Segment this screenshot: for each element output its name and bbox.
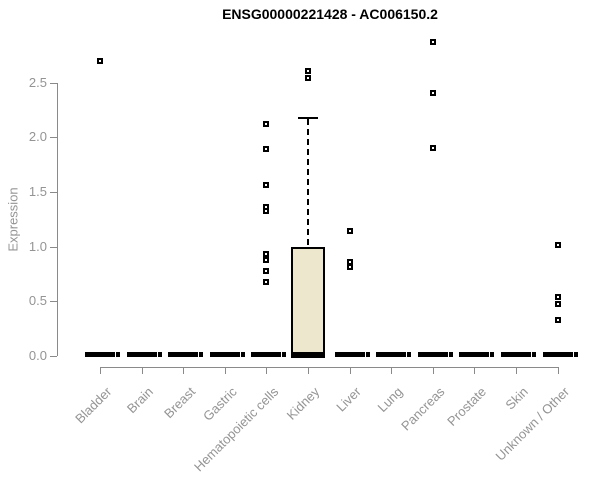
zero-box-bar	[126, 352, 157, 357]
outlier-point	[263, 251, 270, 258]
x-category-label: Pancreas	[397, 384, 448, 434]
zero-box-cap	[199, 352, 204, 357]
x-category-label: Breast	[160, 384, 198, 422]
x-axis-tick	[308, 367, 309, 374]
outlier-point	[554, 293, 561, 300]
zero-box-cap	[365, 352, 370, 357]
x-category-label: Prostate	[444, 384, 490, 429]
y-axis-tick	[50, 82, 57, 84]
outlier-point	[429, 145, 436, 152]
zero-box-bar	[85, 352, 115, 357]
outlier-point	[429, 89, 436, 96]
zero-box-cap	[490, 352, 495, 357]
zero-box-bar	[459, 352, 490, 357]
outlier-point	[263, 207, 270, 214]
zero-box-cap	[116, 352, 120, 357]
y-tick-label: 1.0	[28, 238, 47, 254]
zero-box-cap	[448, 352, 453, 357]
zero-box-bar	[376, 352, 407, 357]
chart-title: ENSG00000221428 - AC006150.2	[222, 6, 438, 22]
y-tick-label: 2.0	[28, 129, 47, 145]
outlier-point	[305, 67, 311, 74]
x-category-label: Gastric	[199, 384, 240, 424]
median-line	[291, 352, 325, 357]
x-axis-tick	[391, 367, 393, 374]
zero-box-cap	[573, 352, 578, 357]
y-axis-tick	[50, 137, 57, 139]
x-category-label: Skin	[502, 384, 531, 413]
x-axis-tick	[432, 367, 434, 374]
outlier-point	[263, 146, 270, 153]
zero-box-bar	[251, 352, 282, 357]
zero-box-bar	[334, 352, 365, 357]
outlier-point	[263, 182, 270, 189]
x-axis-tick	[141, 367, 143, 374]
whisker-cap	[298, 116, 318, 119]
box-body	[291, 246, 325, 358]
x-category-label: Bladder	[72, 384, 115, 427]
y-tick-label: 1.5	[28, 184, 47, 200]
zero-box-cap	[240, 352, 245, 357]
outlier-point	[554, 316, 561, 323]
outlier-point	[263, 278, 270, 285]
outlier-point	[554, 241, 561, 248]
x-category-label: Brain	[124, 384, 157, 417]
y-tick-label: 0.5	[28, 293, 47, 309]
y-axis-tick	[50, 356, 57, 357]
x-axis-line	[100, 367, 558, 368]
x-axis-tick	[100, 367, 101, 374]
y-tick-label: 2.5	[28, 74, 47, 90]
x-axis-tick	[474, 367, 476, 374]
zero-box-bar	[501, 352, 531, 357]
zero-box-cap	[532, 352, 536, 357]
x-axis-tick	[349, 367, 351, 374]
outlier-point	[429, 39, 436, 46]
outlier-point	[263, 256, 270, 263]
y-tick-label: 0.0	[28, 348, 47, 363]
zero-box-cap	[157, 352, 162, 357]
zero-box-bar	[417, 352, 448, 357]
outlier-point	[97, 57, 103, 64]
zero-box-cap	[282, 352, 287, 357]
outlier-point	[346, 228, 353, 235]
outlier-point	[263, 121, 270, 128]
zero-box-bar	[542, 352, 573, 357]
y-axis-tick	[50, 192, 57, 194]
x-category-label: Unknown / Other	[492, 384, 573, 464]
outlier-point	[263, 267, 270, 274]
x-axis-tick	[266, 367, 268, 374]
y-axis-tick	[50, 301, 57, 303]
y-axis-label: Expression	[5, 187, 21, 252]
x-axis-tick	[516, 367, 517, 374]
outlier-point	[346, 259, 353, 265]
outlier-point	[346, 264, 353, 271]
whisker-line	[307, 118, 309, 245]
zero-box-bar	[209, 352, 240, 357]
x-category-label: Lung	[374, 384, 406, 416]
y-axis-line	[57, 82, 58, 356]
outlier-point	[305, 75, 311, 82]
x-axis-tick	[183, 367, 185, 374]
x-category-label: Liver	[333, 384, 365, 415]
x-axis-tick	[557, 367, 559, 374]
outlier-point	[554, 300, 561, 307]
x-category-label: Kidney	[283, 384, 323, 423]
zero-box-cap	[407, 352, 412, 357]
zero-box-bar	[168, 352, 199, 357]
y-axis-tick	[50, 246, 57, 248]
x-axis-tick	[224, 367, 226, 374]
